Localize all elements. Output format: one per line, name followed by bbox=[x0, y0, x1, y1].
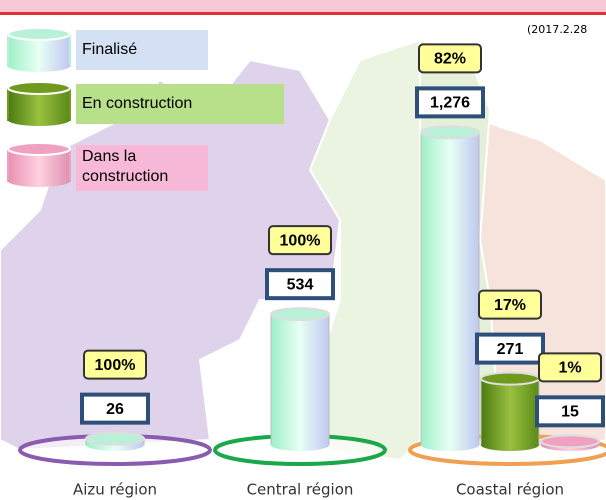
bar bbox=[420, 131, 480, 446]
value-label: 15 bbox=[561, 404, 579, 421]
legend-label-bg bbox=[76, 84, 284, 124]
value-label: 26 bbox=[106, 401, 124, 418]
date-note: (2017.2.28 bbox=[527, 23, 587, 36]
legend-label-bg bbox=[76, 145, 208, 191]
percent-box bbox=[418, 43, 482, 74]
x-tick-label: Aizu région bbox=[73, 481, 157, 499]
value-box bbox=[80, 392, 150, 425]
legend-swatch-bottom bbox=[8, 114, 70, 126]
bar bbox=[270, 313, 330, 446]
x-tick-label: Central région bbox=[247, 481, 354, 499]
value-label: 1,276 bbox=[430, 95, 470, 112]
legend-label-line: construction bbox=[82, 168, 168, 185]
bar-top bbox=[480, 371, 540, 386]
percent-box bbox=[538, 352, 602, 383]
bar-top bbox=[420, 125, 480, 140]
value-label: 271 bbox=[497, 341, 524, 358]
percent-label: 17% bbox=[494, 297, 526, 314]
value-box bbox=[415, 86, 485, 119]
legend-label-line: Dans la bbox=[82, 148, 136, 165]
bar-bottom bbox=[481, 439, 539, 451]
legend-label-bg bbox=[76, 30, 208, 70]
value-box bbox=[535, 395, 605, 428]
percent-box bbox=[478, 289, 542, 320]
bar-top bbox=[270, 307, 330, 322]
bar-bottom bbox=[271, 439, 329, 451]
legend-label: En construction bbox=[82, 95, 192, 112]
legend-label: Finalisé bbox=[82, 41, 137, 58]
legend-label: Dans la construction bbox=[82, 148, 168, 185]
value-box bbox=[475, 332, 545, 365]
bar-top bbox=[540, 434, 600, 449]
percent-label: 100% bbox=[280, 232, 321, 249]
percent-label: 100% bbox=[95, 357, 136, 374]
banner-line bbox=[0, 12, 606, 15]
percent-label: 1% bbox=[558, 360, 581, 377]
percent-box bbox=[83, 349, 147, 380]
legend-swatch-top bbox=[7, 142, 71, 156]
legend-swatch-bottom bbox=[8, 60, 70, 72]
legend-swatch-bottom bbox=[8, 175, 70, 187]
bar-top bbox=[85, 431, 145, 446]
value-box bbox=[265, 268, 335, 301]
bar-bottom bbox=[421, 439, 479, 451]
percent-box bbox=[268, 225, 332, 256]
value-label: 534 bbox=[287, 276, 314, 293]
percent-label: 82% bbox=[434, 51, 466, 68]
x-tick-label: Coastal région bbox=[456, 481, 564, 499]
banner bbox=[0, 0, 606, 14]
legend-swatch-top bbox=[7, 27, 71, 41]
legend-swatch-top bbox=[7, 81, 71, 95]
bar bbox=[480, 378, 540, 446]
